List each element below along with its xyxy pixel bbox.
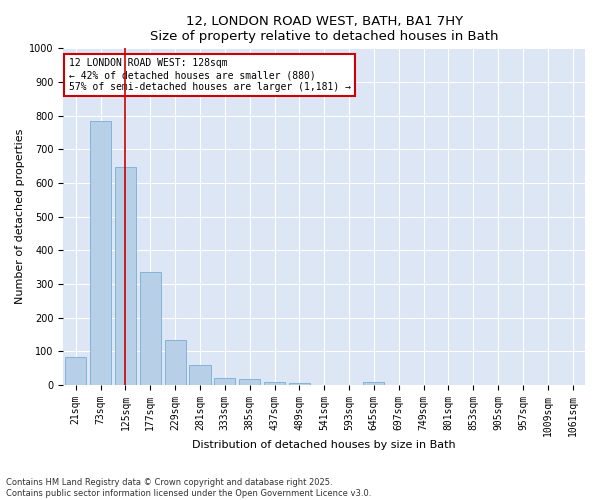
Title: 12, LONDON ROAD WEST, BATH, BA1 7HY
Size of property relative to detached houses: 12, LONDON ROAD WEST, BATH, BA1 7HY Size… bbox=[150, 15, 499, 43]
Text: Contains HM Land Registry data © Crown copyright and database right 2025.
Contai: Contains HM Land Registry data © Crown c… bbox=[6, 478, 371, 498]
Bar bbox=[115, 167, 136, 385]
Bar bbox=[289, 382, 310, 385]
Bar bbox=[190, 365, 211, 385]
Bar bbox=[239, 379, 260, 385]
Bar bbox=[65, 357, 86, 385]
X-axis label: Distribution of detached houses by size in Bath: Distribution of detached houses by size … bbox=[193, 440, 456, 450]
Bar bbox=[90, 122, 111, 385]
Y-axis label: Number of detached properties: Number of detached properties bbox=[15, 129, 25, 304]
Bar bbox=[364, 382, 385, 385]
Bar bbox=[264, 382, 285, 385]
Text: 12 LONDON ROAD WEST: 128sqm
← 42% of detached houses are smaller (880)
57% of se: 12 LONDON ROAD WEST: 128sqm ← 42% of det… bbox=[68, 58, 350, 92]
Bar bbox=[164, 340, 186, 385]
Bar bbox=[214, 378, 235, 385]
Bar bbox=[140, 272, 161, 385]
